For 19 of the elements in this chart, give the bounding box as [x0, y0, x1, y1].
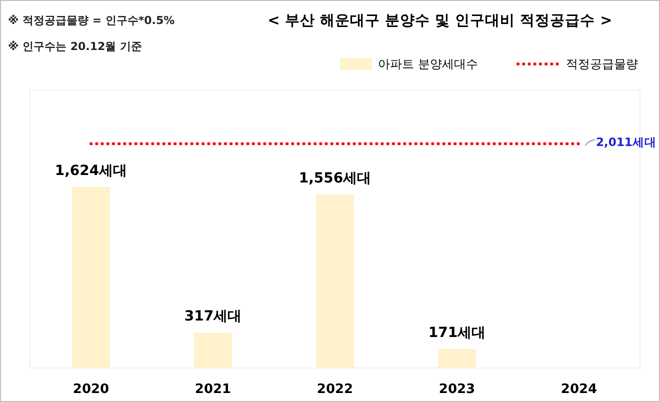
- data-label: 1,624세대: [54, 162, 128, 179]
- x-tick-label: 2020: [72, 382, 110, 397]
- x-tick-label: 2023: [438, 382, 476, 397]
- chart-title: < 부산 해운대구 분양수 및 인구대비 적정공급수 >: [268, 13, 612, 29]
- data-label: 171세대: [428, 324, 486, 341]
- text: ※ 적정공급물량 = 인구수*0.5%: [8, 14, 175, 27]
- data-label: 1,556세대: [298, 170, 372, 187]
- bar: [194, 332, 232, 368]
- data-label: 317세대: [184, 308, 242, 325]
- data-label: 2,011세대: [596, 134, 656, 149]
- bar: [72, 186, 110, 368]
- bar: [438, 348, 476, 368]
- bar: [316, 194, 354, 368]
- x-tick-label: 2022: [316, 382, 354, 397]
- text: ※ 인구수는 20.12월 기준: [8, 40, 142, 53]
- x-tick-label: 2021: [194, 382, 232, 397]
- legend-label: 적정공급물량: [566, 57, 638, 71]
- legend-label: 아파트 분양세대수: [378, 57, 478, 71]
- x-tick-label: 2024: [560, 382, 598, 397]
